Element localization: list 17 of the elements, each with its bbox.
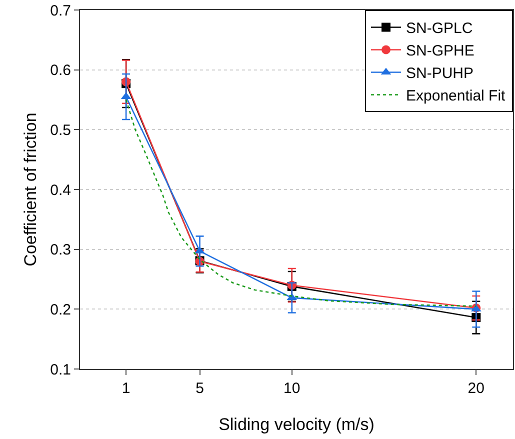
legend-label: SN-GPLC [406, 20, 473, 38]
x-tick-label: 20 [468, 380, 484, 397]
x-axis-title: Sliding velocity (m/s) [218, 415, 374, 434]
legend-label: SN-PUHP [406, 65, 474, 82]
y-tick-label: 0.2 [50, 301, 71, 318]
y-tick-label: 0.5 [50, 122, 71, 139]
y-tick-label: 0.1 [50, 361, 71, 378]
legend-label: Exponential Fit [406, 88, 506, 105]
x-tick-label: 10 [284, 380, 300, 397]
y-tick-label: 0.6 [50, 62, 71, 80]
x-tick-label: 1 [122, 380, 130, 397]
legend-label: SN-GPHE [406, 42, 474, 60]
y-tick-label: 0.3 [50, 242, 71, 259]
x-tick-label: 5 [196, 380, 204, 397]
y-tick-label: 0.7 [50, 2, 71, 20]
y-tick-label: 0.4 [50, 182, 71, 199]
y-axis-title: Coefficient of friction [21, 112, 40, 266]
